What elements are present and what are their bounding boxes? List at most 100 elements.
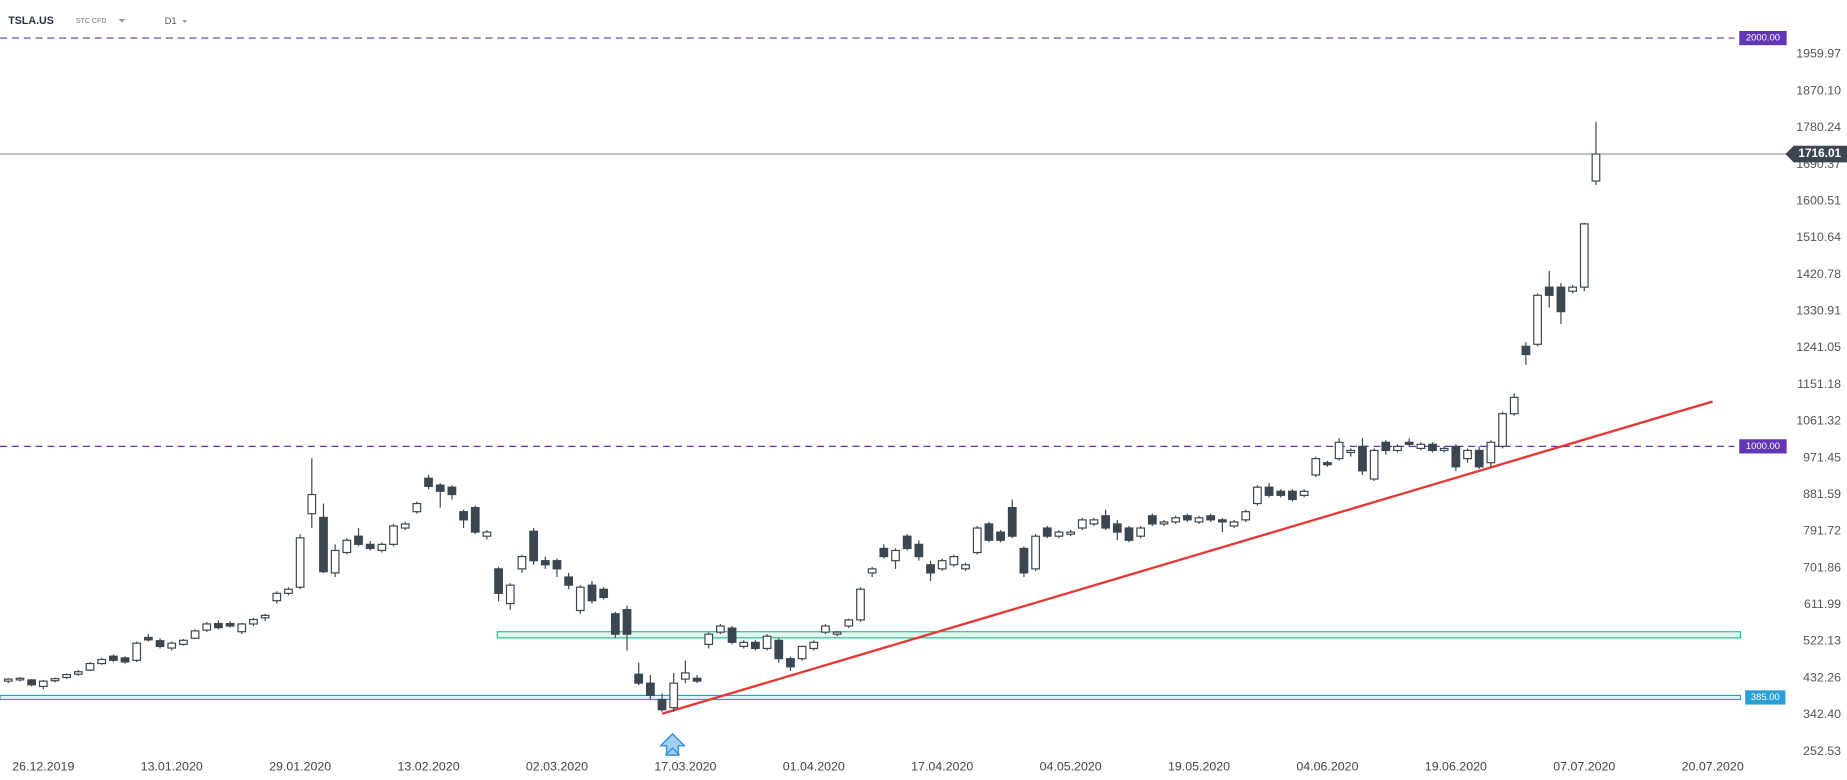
y-tick-label: 701.86 — [1803, 560, 1841, 574]
x-tick-label: 20.07.2020 — [1682, 759, 1744, 773]
candle-body — [1533, 294, 1542, 345]
candle-body — [832, 631, 842, 635]
candle-body — [1171, 517, 1181, 523]
candle-body — [108, 655, 118, 661]
candle-body — [517, 556, 527, 570]
candle-body — [342, 539, 352, 554]
candle-body — [1463, 449, 1472, 460]
candle-body — [856, 588, 865, 621]
candle-body — [132, 642, 142, 661]
candle-body — [15, 677, 25, 681]
candle-body — [447, 486, 457, 496]
candle-body — [400, 523, 410, 529]
zone — [0, 694, 1742, 701]
candle-body — [365, 543, 375, 550]
candle-body — [984, 523, 994, 541]
candle-body — [1474, 449, 1484, 468]
candle-body — [412, 502, 422, 513]
candle-body — [1101, 515, 1111, 529]
candle-body — [762, 635, 772, 650]
y-tick-label: 1151.18 — [1797, 377, 1841, 391]
candle-body — [260, 614, 270, 619]
level-label: 2000.00 — [1746, 33, 1780, 44]
level-label: 1000.00 — [1746, 441, 1780, 452]
candle-body — [1591, 153, 1601, 182]
candle-body — [1182, 515, 1192, 521]
candle-body — [1031, 535, 1040, 570]
candle-body — [1299, 490, 1309, 496]
candle-body — [1404, 441, 1414, 445]
candle-body — [1241, 511, 1251, 521]
y-tick-label: 1600.51 — [1796, 193, 1841, 207]
candle-body — [73, 671, 83, 675]
candle-body — [272, 592, 282, 602]
candle-body — [1218, 519, 1227, 523]
candle-body — [1521, 345, 1531, 356]
candle-body — [1089, 519, 1099, 525]
dropdown-caret[interactable] — [182, 20, 188, 24]
symbol[interactable]: TSLA.US — [8, 15, 54, 27]
y-tick-label: 611.99 — [1804, 597, 1841, 611]
candle-body — [1253, 486, 1262, 505]
candle-body — [797, 645, 807, 660]
candle-body — [1066, 531, 1076, 535]
x-tick-label: 19.06.2020 — [1425, 759, 1487, 773]
y-tick-label: 881.59 — [1803, 487, 1841, 501]
candle-body — [319, 516, 328, 573]
candle-body — [50, 678, 60, 682]
x-tick-label: 29.01.2020 — [269, 759, 331, 773]
candle-body — [179, 639, 188, 645]
candle-body — [1568, 286, 1577, 292]
trend-line — [661, 400, 1714, 715]
candle-body — [505, 584, 515, 605]
signal-arrow — [664, 747, 681, 756]
candle-body — [680, 672, 690, 680]
y-tick-label: 1510.64 — [1796, 230, 1841, 244]
candle-body — [1147, 515, 1157, 525]
candle-body — [902, 535, 912, 550]
x-tick-label: 13.01.2020 — [141, 759, 203, 773]
candle-body — [424, 477, 433, 487]
candle-body — [1112, 523, 1122, 533]
candle-body — [1136, 527, 1146, 537]
instrument-type[interactable]: STC CFD — [76, 17, 107, 25]
candle-body — [295, 537, 305, 588]
candle-body — [38, 680, 48, 688]
candle-body — [529, 530, 538, 562]
candle-body — [202, 623, 212, 631]
candle-body — [1264, 486, 1274, 496]
candle-body — [972, 527, 982, 554]
candle-body — [85, 662, 95, 671]
candle-body — [354, 535, 363, 545]
candle-body — [307, 493, 317, 515]
candle-body — [1019, 547, 1029, 574]
candle-body — [1556, 286, 1566, 313]
candle-body — [1428, 443, 1437, 452]
candle-body — [1206, 515, 1216, 521]
dropdown-caret[interactable] — [118, 18, 126, 23]
candle-body — [1054, 531, 1064, 537]
y-tick-label: 1959.97 — [1796, 47, 1841, 61]
candle-body — [62, 673, 72, 679]
interval[interactable]: D1 — [165, 16, 177, 27]
candle-body — [482, 531, 492, 537]
y-tick-label: 971.45 — [1803, 450, 1841, 464]
candle-body — [225, 622, 235, 627]
y-tick-label: 1870.10 — [1796, 83, 1841, 97]
candle-body — [552, 560, 562, 570]
candle-body — [1159, 521, 1169, 525]
candle-body — [214, 622, 223, 629]
candle-body — [459, 511, 468, 521]
candle-body — [645, 682, 655, 697]
candle-body — [249, 618, 258, 625]
candle-body — [1393, 445, 1402, 452]
candle-body — [564, 576, 574, 586]
candle-body — [1194, 517, 1204, 523]
candle-body — [844, 619, 854, 627]
candle-body — [1451, 445, 1461, 468]
candle-body — [704, 633, 714, 645]
x-tick-label: 02.03.2020 — [526, 759, 588, 773]
y-tick-label: 252.53 — [1803, 744, 1841, 758]
candle-body — [435, 484, 445, 492]
candle-body — [389, 525, 398, 545]
